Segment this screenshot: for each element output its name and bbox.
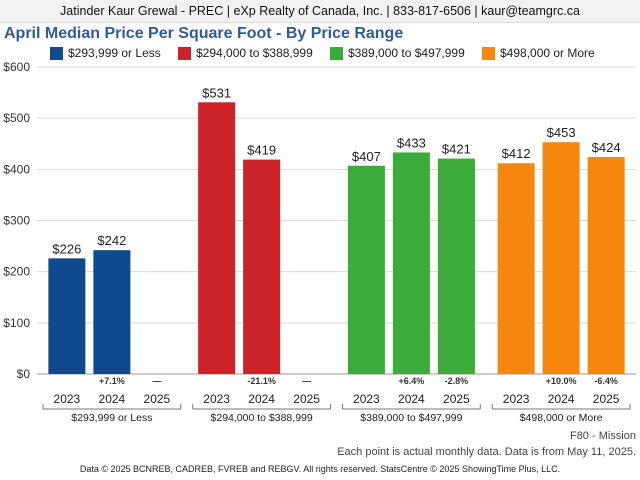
bar	[198, 102, 236, 375]
copyright-notice: Data © 2025 BCNREB, CADREB, FVREB and RE…	[79, 464, 561, 474]
y-tick-label: $200	[3, 265, 30, 279]
y-tick-label: $100	[3, 316, 30, 330]
bar	[48, 258, 86, 374]
bar	[392, 152, 430, 374]
change-label: +6.4%	[398, 376, 424, 386]
legend-label-range-1: $293,999 or Less	[68, 46, 161, 60]
x-tick-label: 2024	[248, 392, 275, 406]
change-label: +7.1%	[99, 376, 125, 386]
change-label: —	[302, 376, 311, 386]
bar-value-label: $424	[592, 140, 621, 155]
y-tick-label: $400	[3, 162, 30, 176]
bar	[243, 159, 281, 374]
legend-swatch-range-1	[50, 46, 63, 60]
bar	[587, 157, 625, 374]
x-tick-label: 2025	[293, 392, 320, 406]
bar-value-label: $242	[97, 233, 126, 248]
change-label: -2.8%	[445, 376, 469, 386]
x-tick-label: 2024	[99, 392, 126, 406]
bar-value-label: $433	[397, 135, 426, 150]
change-label: -6.4%	[594, 376, 618, 386]
group-label: $498,000 or More	[520, 412, 603, 424]
y-tick-label: $600	[3, 60, 30, 74]
x-tick-label: 2023	[54, 392, 81, 406]
bar-value-label: $419	[247, 143, 276, 158]
x-tick-label: 2024	[398, 392, 425, 406]
legend-label-range-4: $498,000 or More	[500, 46, 595, 60]
legend-item-range-2: $294,000 to $388,999	[178, 46, 313, 60]
bar-value-label: $421	[442, 142, 471, 157]
legend-item-range-1: $293,999 or Less	[50, 46, 161, 60]
x-tick-label: 2023	[503, 392, 530, 406]
data-source-note: Each point is actual monthly data. Data …	[337, 446, 636, 458]
group-label: $293,999 or Less	[71, 412, 152, 424]
legend-label-range-3: $389,000 to $497,999	[348, 46, 465, 60]
legend-label-range-2: $294,000 to $388,999	[196, 46, 313, 60]
change-label: —	[152, 376, 161, 386]
bar	[542, 142, 580, 374]
change-label: +10.0%	[546, 376, 577, 386]
bar	[347, 165, 385, 374]
chart-legend: $293,999 or Less $294,000 to $388,999 $3…	[0, 46, 640, 62]
x-tick-label: 2023	[353, 392, 380, 406]
x-tick-label: 2025	[144, 392, 171, 406]
y-tick-label: $0	[17, 367, 31, 381]
x-tick-label: 2025	[593, 392, 620, 406]
bar-value-label: $412	[502, 146, 531, 161]
bar-value-label: $453	[547, 125, 576, 140]
bar-value-label: $226	[52, 241, 81, 256]
y-tick-label: $300	[3, 214, 30, 228]
bar	[93, 250, 131, 374]
region-label: F80 - Mission	[569, 430, 636, 442]
legend-item-range-3: $389,000 to $497,999	[330, 46, 465, 60]
group-label: $294,000 to $388,999	[211, 412, 313, 424]
bar	[497, 163, 535, 374]
change-label: -21.1%	[247, 376, 276, 386]
group-label: $389,000 to $497,999	[360, 412, 462, 424]
agent-header: Jatinder Kaur Grewal - PREC | eXp Realty…	[0, 0, 640, 23]
bar-chart: $0 $100 $200 $300 $400 $500 $600 $226 2023 $242 +7…	[3, 60, 636, 424]
x-tick-label: 2025	[443, 392, 470, 406]
legend-swatch-range-4	[482, 46, 495, 60]
legend-swatch-range-2	[178, 46, 191, 60]
legend-swatch-range-3	[330, 46, 343, 60]
x-tick-label: 2023	[203, 392, 230, 406]
x-tick-label: 2024	[548, 392, 575, 406]
chart-title: April Median Price Per Square Foot - By …	[4, 25, 404, 42]
y-tick-label: $500	[3, 111, 30, 125]
bar-value-label: $531	[202, 85, 231, 100]
legend-item-range-4: $498,000 or More	[482, 46, 595, 60]
bar-value-label: $407	[352, 149, 381, 164]
agent-contact-info: Jatinder Kaur Grewal - PREC | eXp Realty…	[60, 4, 580, 18]
bar	[437, 158, 475, 374]
